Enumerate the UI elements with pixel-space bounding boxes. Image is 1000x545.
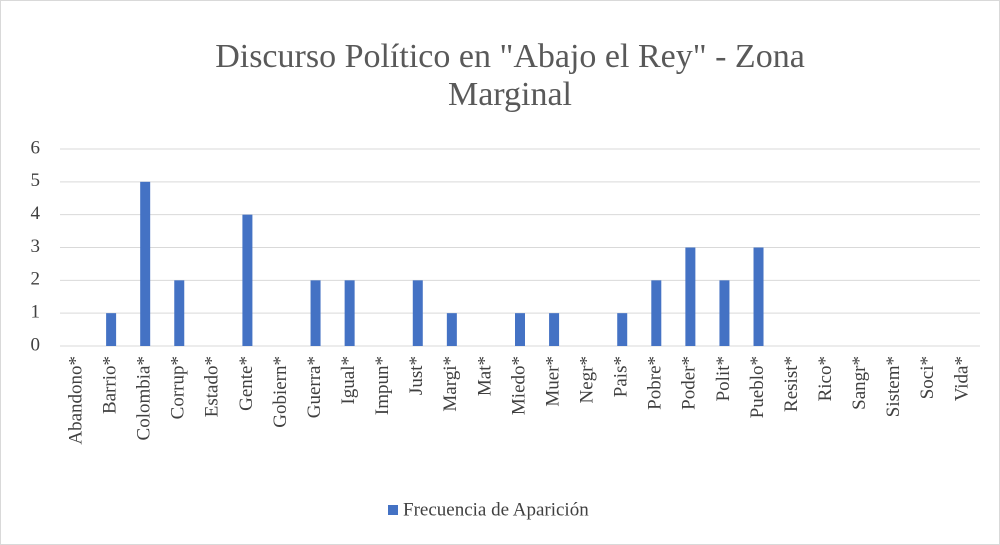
x-tick-label: Just*	[406, 356, 427, 395]
x-tick-label: Poder*	[679, 356, 700, 410]
x-tick-label: Pais*	[611, 356, 632, 397]
x-tick-label: Igual*	[338, 356, 359, 405]
bar	[140, 181, 151, 346]
y-tick-label: 1	[31, 302, 41, 323]
x-tick-label: Miedo*	[508, 356, 529, 415]
bar	[106, 313, 117, 346]
x-tick-label: Corrup*	[168, 356, 189, 419]
x-tick-label: Rico*	[815, 356, 836, 401]
legend-label: Frecuencia de Aparición	[403, 499, 589, 520]
bar	[685, 247, 696, 346]
x-tick-label: Sistem*	[883, 356, 904, 417]
x-tick-label: Barrio*	[99, 356, 120, 414]
x-tick-label: Resist*	[781, 356, 802, 412]
x-tick-label: Negr*	[577, 356, 598, 403]
x-tick-label: Gobiern*	[270, 356, 291, 428]
y-tick-label: 6	[31, 137, 41, 158]
y-tick-label: 2	[31, 269, 41, 290]
bar	[753, 247, 764, 346]
x-tick-label: Vida*	[951, 356, 972, 401]
y-tick-label: 0	[31, 334, 41, 355]
x-tick-label: Impun*	[372, 356, 393, 415]
bar	[174, 280, 185, 346]
bar	[549, 313, 560, 346]
x-tick-label: Guerra*	[304, 356, 325, 418]
x-tick-label: Muer*	[542, 356, 563, 407]
legend-swatch	[388, 505, 398, 515]
x-tick-label: Soci*	[917, 356, 938, 399]
bar	[446, 313, 457, 346]
bar	[515, 313, 525, 346]
x-tick-label: Sangr*	[849, 356, 870, 410]
x-tick-label: Gente*	[236, 356, 257, 411]
x-tick-label: Pueblo*	[747, 356, 768, 418]
bar	[344, 280, 355, 346]
x-tick-label: Estado*	[202, 356, 223, 417]
y-tick-label: 5	[31, 170, 41, 191]
x-tick-label: Margi*	[440, 356, 461, 412]
bar	[310, 280, 321, 346]
chart-title: Discurso Político en "Abajo el Rey" - Zo…	[215, 38, 805, 113]
bar	[719, 280, 730, 346]
bar	[242, 214, 253, 346]
x-tick-label: Abandono*	[65, 356, 86, 445]
y-tick-label: 4	[31, 203, 41, 224]
bar	[617, 313, 628, 346]
y-tick-label: 3	[31, 236, 41, 257]
x-tick-label: Mat*	[474, 356, 495, 396]
x-tick-label: Pobre*	[645, 356, 666, 410]
x-tick-label: Polit*	[713, 356, 734, 401]
x-tick-label: Colombia*	[134, 356, 155, 440]
bar	[412, 280, 423, 346]
bar	[651, 280, 662, 346]
